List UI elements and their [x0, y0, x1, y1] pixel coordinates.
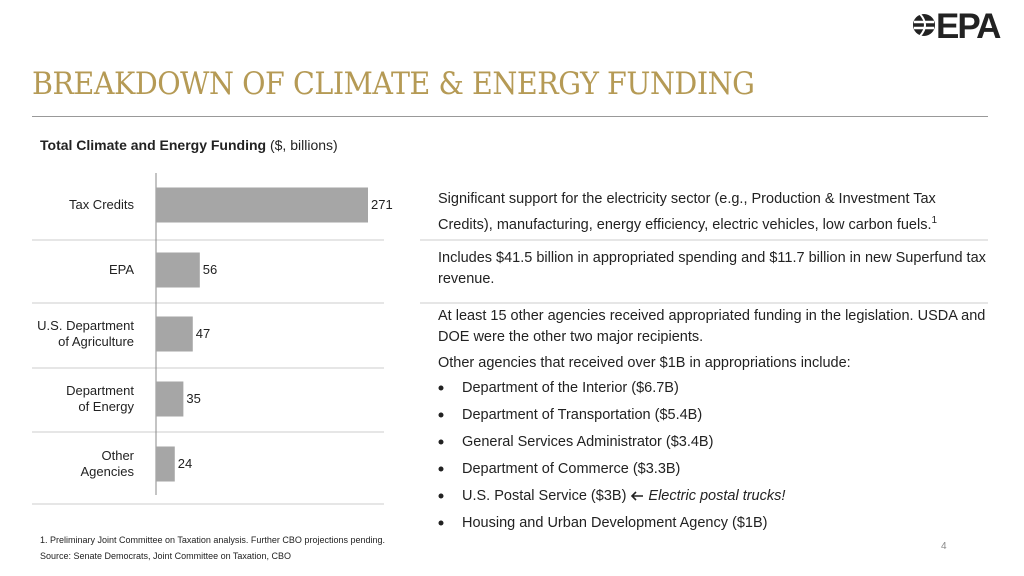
note-text: Significant support for the electricity … — [438, 191, 936, 233]
list-item: General Services Administrator ($3.4B) — [438, 434, 713, 450]
chart-heading: Total Climate and Energy Funding ($, bil… — [40, 137, 338, 153]
bar — [156, 252, 200, 288]
value-label: 271 — [371, 197, 393, 212]
category-label: Other Agencies — [80, 448, 134, 479]
slide-title: BREAKDOWN OF CLIMATE & ENERGY FUNDING — [32, 66, 755, 102]
item-text: Department of the Interior ($6.7B) — [462, 380, 679, 396]
note: Includes $41.5 billion in appropriated s… — [438, 248, 988, 290]
page-number: 4 — [941, 541, 947, 552]
value-label: 24 — [177, 456, 193, 471]
bar — [156, 446, 175, 482]
list-item: Department of the Interior ($6.7B) — [438, 380, 679, 396]
chart-subtitle: ($, billions) — [269, 137, 338, 153]
footnote-ref: 1 — [931, 215, 938, 226]
list-intro: Other agencies that received over $1B in… — [438, 355, 851, 371]
footnote: Source: Senate Democrats, Joint Committe… — [40, 551, 291, 561]
logo-mark — [913, 13, 935, 37]
item-note: Electric postal trucks! — [648, 488, 786, 504]
logo-text: EPA — [936, 7, 1001, 46]
note: Significant support for the electricity … — [438, 189, 988, 236]
bullet — [438, 380, 462, 396]
bullet — [438, 488, 462, 504]
category-label: U.S. Department of Agriculture — [37, 318, 134, 349]
value-label: 47 — [195, 326, 211, 341]
category-label: Tax Credits — [68, 197, 134, 212]
note-text: At least 15 other agencies received appr… — [438, 308, 986, 345]
item-text: General Services Administrator ($3.4B) — [462, 434, 714, 450]
category-label: EPA — [108, 262, 134, 277]
item-text: U.S. Postal Service ($3B) — [462, 488, 627, 504]
note-text: Includes $41.5 billion in appropriated s… — [438, 250, 986, 287]
category-label: Department of Energy — [66, 383, 134, 414]
list-item: Department of Commerce ($3.3B) — [438, 461, 680, 477]
list-item: Housing and Urban Development Agency ($1… — [438, 515, 767, 531]
bar — [156, 316, 193, 352]
arrow — [630, 488, 644, 504]
bullet — [438, 461, 462, 477]
item-text: Department of Commerce ($3.3B) — [462, 461, 681, 477]
bullet — [438, 434, 462, 450]
bullet — [438, 407, 462, 423]
item-text: Department of Transportation ($5.4B) — [462, 407, 703, 423]
list-item: Department of Transportation ($5.4B) — [438, 407, 702, 423]
value-label: 35 — [186, 391, 201, 406]
bar — [156, 381, 184, 417]
footnote: 1. Preliminary Joint Committee on Taxati… — [40, 535, 385, 545]
bullet — [438, 515, 462, 531]
chart-title: Total Climate and Energy Funding — [40, 137, 267, 153]
list-item: U.S. Postal Service ($3B) Electric postal… — [438, 488, 785, 504]
item-text: Housing and Urban Development Agency ($1… — [462, 515, 768, 531]
title-rule — [32, 116, 988, 117]
value-label: 56 — [202, 262, 218, 277]
bar — [156, 187, 368, 223]
note: At least 15 other agencies received appr… — [438, 306, 988, 348]
